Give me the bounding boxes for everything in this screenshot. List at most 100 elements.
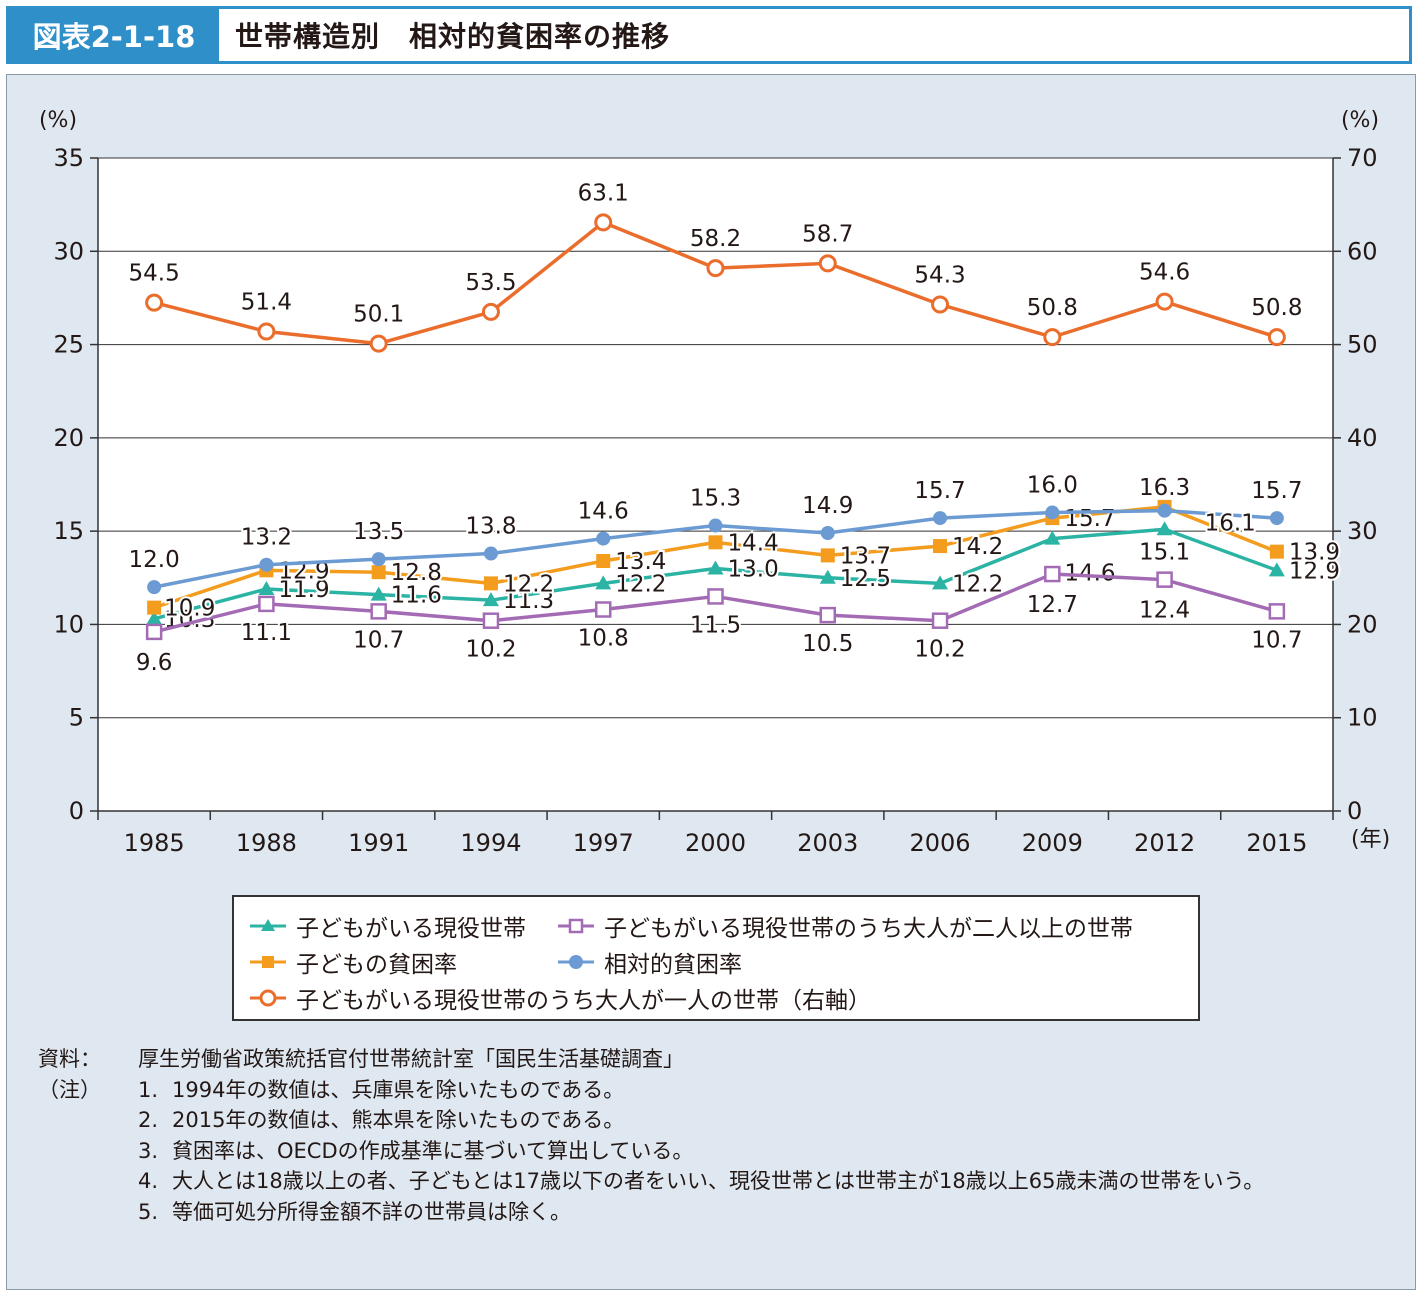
data-point: [1155, 292, 1174, 311]
data-point: [933, 539, 948, 554]
data-label: 13.8: [465, 514, 516, 540]
note-item: 3. 貧困率は、OECDの作成基準に基づいて算出している。: [38, 1136, 1398, 1167]
data-point: [708, 535, 723, 550]
data-point: [931, 612, 949, 629]
x-tick-label: 2009: [1022, 829, 1083, 857]
data-label: 53.5: [465, 270, 516, 296]
data-label: 12.9: [1289, 558, 1340, 584]
source-text: 厚生労働省政策統括官付世帯統計室「国民生活基礎調査」: [138, 1047, 684, 1071]
data-label: 50.8: [1027, 295, 1078, 321]
x-tick-label: 1994: [460, 829, 521, 857]
y-left-tick-label: 35: [53, 144, 84, 172]
data-label: 12.7: [1027, 592, 1078, 618]
data-label: 10.7: [353, 627, 404, 653]
data-label: 15.3: [690, 486, 741, 512]
data-label: 12.2: [503, 571, 554, 597]
data-label: 15.1: [1139, 539, 1190, 565]
data-point: [1044, 530, 1061, 545]
note-text: 貧困率は、OECDの作成基準に基づいて算出している。: [172, 1138, 694, 1163]
data-point: [481, 302, 500, 321]
data-point: [371, 565, 386, 580]
data-label: 10.2: [914, 637, 965, 663]
data-point: [595, 575, 612, 590]
note-text: 大人とは18歳以上の者、子どもとは17歳以下の者をいい、現役世帯とは世帯主が18…: [172, 1169, 1265, 1193]
y-left-tick-label: 0: [69, 797, 84, 825]
data-label: 10.9: [164, 596, 215, 622]
data-label: 10.8: [578, 626, 629, 652]
y-right-tick-label: 30: [1347, 517, 1378, 545]
note-text: 1994年の数値は、兵庫県を除いたものである。: [172, 1077, 625, 1102]
data-point: [370, 603, 387, 620]
data-label: 12.0: [129, 547, 180, 573]
note-text: 2015年の数値は、熊本県を除いたものである。: [172, 1108, 625, 1132]
x-tick-label: 1991: [348, 829, 409, 857]
note-item: 2. 2015年の数値は、熊本県を除いたものである。: [38, 1105, 1398, 1136]
data-point: [819, 606, 837, 624]
data-point: [933, 511, 948, 526]
legend-label: 子どもがいる現役世帯: [296, 916, 526, 942]
data-point: [1269, 511, 1284, 526]
data-point: [820, 526, 835, 541]
data-point: [819, 569, 836, 584]
y-right-tick-label: 40: [1347, 424, 1378, 452]
source-prefix: 資料：: [38, 1047, 101, 1071]
y-left-tick-label: 30: [53, 237, 84, 265]
x-tick-label: 2000: [685, 829, 746, 857]
data-label: 16.0: [1027, 472, 1078, 498]
data-label: 11.3: [503, 588, 554, 614]
data-label: 12.4: [1139, 598, 1190, 624]
notes-section: 資料： 厚生労働省政策統括官付世帯統計室「国民生活基礎調査」 （注） 1. 19…: [38, 1044, 1398, 1227]
legend-label: 子どもの貧困率: [296, 952, 457, 978]
y-right-unit: (%): [1341, 108, 1379, 133]
data-label: 58.2: [690, 226, 741, 252]
data-point: [483, 576, 498, 591]
data-point: [258, 595, 275, 613]
x-unit: (年): [1351, 827, 1390, 852]
x-tick-label: 1988: [236, 829, 297, 857]
data-point: [1268, 562, 1285, 577]
note-item: 5. 等価可処分所得金額不詳の世帯員は除く。: [38, 1197, 1398, 1228]
y-left-tick-label: 25: [53, 331, 84, 359]
data-point: [482, 592, 499, 607]
note-item: （注） 1. 1994年の数値は、兵庫県を除いたものである。: [38, 1075, 1398, 1106]
data-point: [257, 322, 276, 341]
data-point: [371, 552, 386, 567]
y-left-tick-label: 15: [53, 517, 84, 545]
source-line: 資料： 厚生労働省政策統括官付世帯統計室「国民生活基礎調査」: [38, 1044, 1398, 1075]
open-circle-marker-icon: [250, 989, 286, 1007]
data-point: [931, 295, 950, 314]
data-label: 63.1: [578, 180, 629, 206]
data-label: 13.0: [728, 556, 779, 582]
x-tick-label: 2015: [1246, 829, 1307, 857]
y-right-tick-label: 0: [1347, 797, 1362, 825]
note-number: 3.: [138, 1138, 159, 1163]
data-label: 11.6: [391, 583, 442, 609]
data-point: [594, 601, 612, 618]
legend-label: 相対的貧困率: [604, 952, 742, 978]
data-label: 50.1: [353, 302, 404, 328]
y-left-tick-label: 5: [69, 704, 84, 732]
data-point: [596, 531, 611, 546]
y-right-tick-label: 10: [1347, 704, 1378, 732]
data-point: [596, 553, 611, 568]
data-point: [146, 610, 163, 625]
data-point: [1156, 571, 1173, 588]
data-point: [483, 546, 498, 561]
data-point: [1156, 521, 1173, 536]
note-prefix: （注）: [38, 1077, 101, 1102]
data-point: [147, 600, 162, 615]
data-point: [1044, 565, 1061, 583]
data-label: 14.9: [802, 493, 853, 519]
legend-item-two-adults: 子どもがいる現役世帯のうち大人が二人以上の世帯: [556, 909, 1133, 943]
data-label: 12.8: [391, 560, 442, 586]
data-label: 11.9: [278, 577, 329, 603]
y-right-tick-label: 50: [1347, 331, 1378, 359]
y-left-tick-label: 10: [53, 610, 84, 638]
legend-label: 子どもがいる現役世帯のうち大人が二人以上の世帯: [604, 916, 1133, 942]
data-point: [147, 580, 162, 595]
data-point: [369, 334, 388, 353]
data-point: [1267, 328, 1286, 347]
legend-item-single-adult: 子どもがいる現役世帯のうち大人が一人の世帯（右軸）: [248, 981, 871, 1015]
x-tick-label: 1985: [124, 829, 185, 857]
data-label: 54.6: [1139, 260, 1190, 286]
